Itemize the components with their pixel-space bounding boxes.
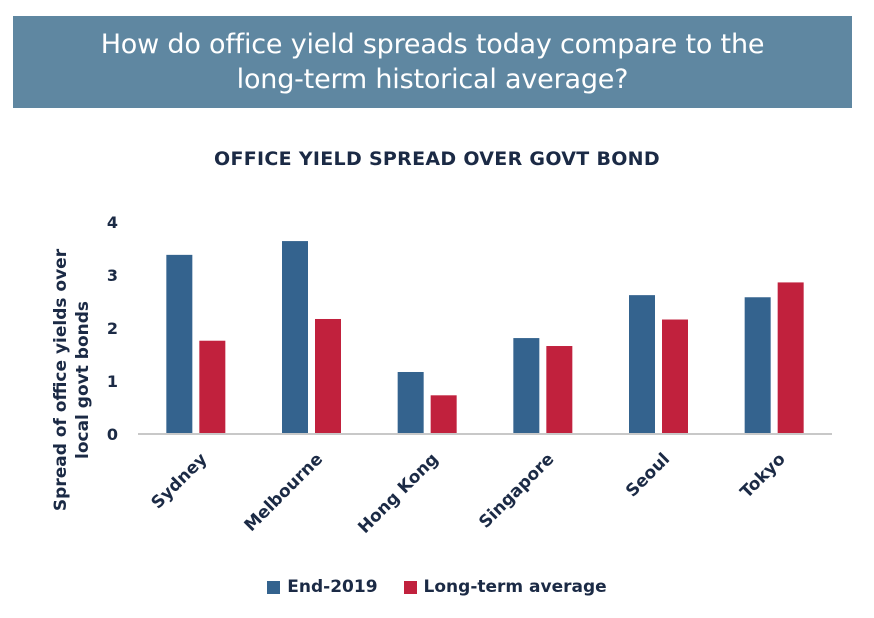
legend-item-end-2019: End-2019 — [267, 577, 378, 597]
bar-end-2019-seoul — [629, 295, 655, 434]
x-tick-label-sydney: Sydney — [148, 449, 212, 513]
title-banner: How do office yield spreads today compar… — [13, 16, 852, 108]
y-tick-label: 1 — [107, 372, 118, 391]
y-axis-label-line: local govt bonds — [73, 301, 93, 459]
y-tick-label: 0 — [107, 425, 118, 444]
bar-long-term-average-seoul — [662, 319, 688, 434]
bar-long-term-average-hong-kong — [430, 395, 457, 434]
y-axis-label-line: Spread of office yields over — [51, 248, 71, 511]
legend: End-2019 Long-term average — [0, 577, 874, 597]
bar-long-term-average-singapore — [546, 346, 573, 434]
x-tick-label-seoul: Seoul — [622, 449, 674, 501]
y-tick-label: 2 — [107, 319, 118, 338]
x-tick-label-hong-kong: Hong Kong — [354, 449, 442, 537]
legend-label-end-2019: End-2019 — [287, 577, 378, 597]
banner-title: How do office yield spreads today compar… — [100, 29, 765, 95]
chart-title: OFFICE YIELD SPREAD OVER GOVT BOND — [214, 148, 660, 170]
bar-end-2019-hong-kong — [397, 371, 424, 434]
bar-end-2019-melbourne — [282, 241, 308, 434]
legend-swatch-long-term-average — [403, 580, 417, 594]
bar-long-term-average-melbourne — [315, 318, 341, 434]
bar-long-term-average-sydney — [199, 340, 226, 434]
x-tick-label-singapore: Singapore — [475, 449, 558, 532]
y-tick-label: 3 — [107, 266, 118, 285]
bar-long-term-average-tokyo — [777, 282, 804, 434]
x-tick-label-tokyo: Tokyo — [737, 449, 790, 502]
y-tick-label: 4 — [107, 213, 118, 232]
bar-end-2019-sydney — [166, 254, 193, 434]
bar-end-2019-tokyo — [744, 297, 771, 434]
legend-swatch-end-2019 — [267, 580, 281, 594]
legend-item-long-term-average: Long-term average — [403, 577, 607, 597]
x-tick-label-melbourne: Melbourne — [241, 449, 327, 535]
y-axis-label: Spread of office yields over local govt b… — [51, 248, 93, 511]
legend-label-long-term-average: Long-term average — [423, 577, 607, 597]
bar-end-2019-singapore — [513, 338, 540, 434]
